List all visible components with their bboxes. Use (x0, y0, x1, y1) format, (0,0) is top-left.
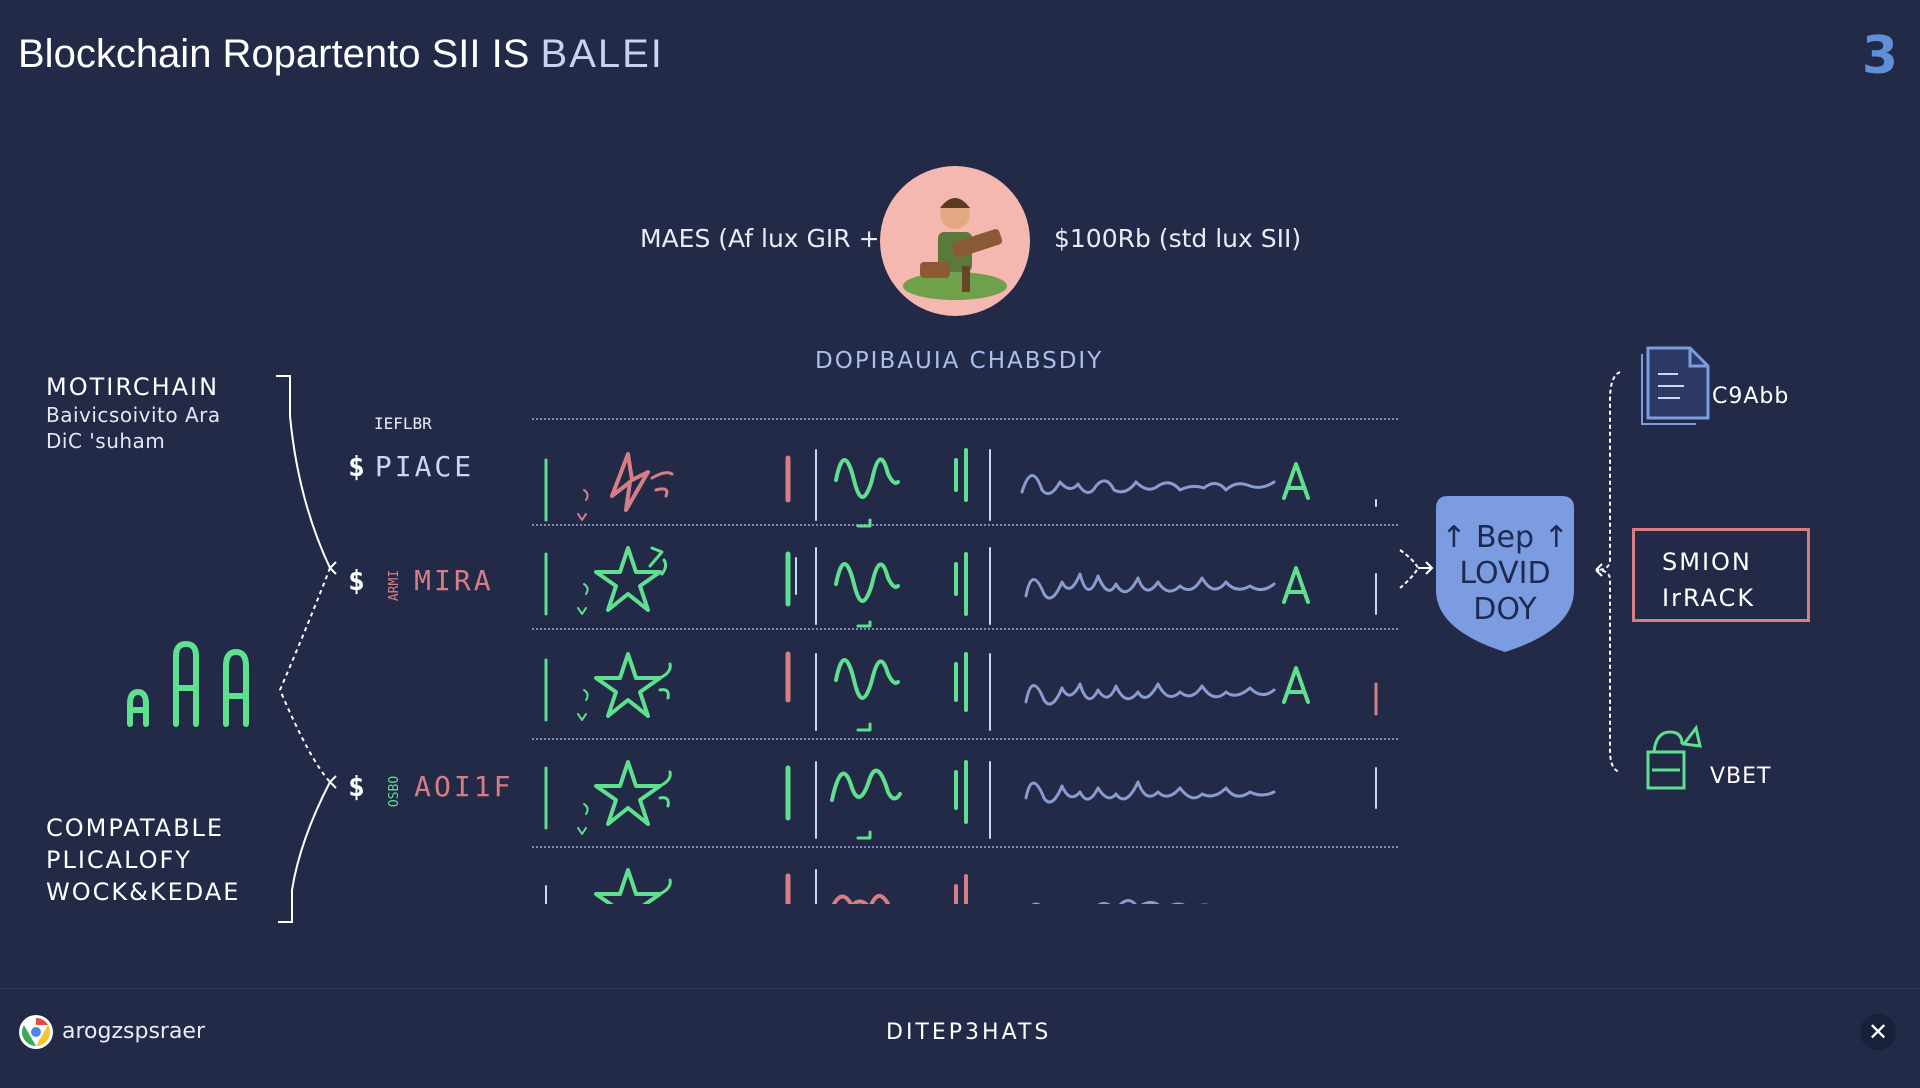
grid-divider (532, 628, 1398, 630)
vbet-label: VBET (1710, 764, 1772, 789)
track-text: SMION IrRACK (1662, 544, 1755, 616)
hub-shield-icon (1436, 496, 1574, 652)
row-name: AOI1F (414, 770, 514, 803)
title-main: Blockchain Ropartento SII IS (18, 32, 530, 76)
hub-line1: ↑ Bep ↑ (1441, 520, 1569, 555)
dollar-sign: $ (348, 770, 365, 803)
section-subheading: DOPIBAUIA CHABSDIY (815, 348, 1104, 374)
track-box (1632, 528, 1810, 622)
doc-label: C9Abb (1712, 384, 1790, 409)
dollar-sign: $ (348, 450, 365, 483)
top-right-label: $100Rb (std lux SII) (1054, 224, 1302, 253)
row-prelabel: IEFLBR (374, 414, 432, 433)
footer-divider (0, 988, 1920, 989)
grid-signals (544, 448, 1378, 904)
left-bottom-line3: WOCK&KEDAE (46, 878, 241, 906)
hub-text: ↑ Bep ↑ LOVID DOY (1434, 520, 1576, 628)
left-top-sub2: DiC 'suham (46, 429, 166, 453)
left-bracket-connector (276, 375, 337, 923)
signal-row-3 (544, 760, 1377, 840)
green-aaa-logo (127, 640, 249, 727)
hub-line3: DOY (1473, 592, 1537, 627)
row-stamp: ARMI (387, 569, 403, 602)
row-name: MIRA (414, 564, 494, 597)
grid-divider (532, 418, 1398, 420)
signal-row-4 (545, 868, 1209, 904)
grid-divider (532, 738, 1398, 740)
row-label-0: $ PIACE (348, 450, 474, 483)
track-line2: IrRACK (1662, 584, 1756, 612)
track-line1: SMION (1662, 548, 1752, 576)
hub-line2: LOVID (1459, 556, 1551, 591)
left-bottom-line2: PLICALOFY (46, 846, 192, 874)
left-top-title: MOTIRCHAIN (46, 373, 220, 401)
signal-row-2 (544, 651, 1378, 732)
row-label-1: $ ARMI MIRA (348, 564, 494, 601)
page-title: Blockchain Ropartento SII IS BALEI (18, 32, 664, 77)
hub-connector-left (1399, 549, 1434, 589)
signal-row-1 (544, 546, 1377, 628)
signal-grid (532, 418, 1398, 904)
row-label-3: $ OSBO AOI1F (348, 770, 514, 807)
footer-center-label: DITEP3HATS (886, 1020, 1052, 1045)
left-top-label: MOTIRCHAIN Baivicsoivito Ara DiC 'suham (46, 372, 221, 454)
farmer-avatar-icon (880, 166, 1030, 316)
dollar-sign: $ (348, 564, 365, 597)
vbet-icon (1646, 724, 1702, 790)
page-number: 3 (1861, 26, 1898, 86)
title-highlight: BALEI (540, 32, 664, 76)
row-name: PIACE (374, 450, 475, 483)
hub-line1-text: Bep (1475, 520, 1535, 555)
left-bottom-label: COMPATABLE PLICALOFY WOCK&KEDAE (46, 812, 240, 908)
row-stamp: OSBO (387, 775, 403, 808)
grid-divider (532, 524, 1398, 526)
grid-divider (532, 846, 1398, 848)
left-top-sub1: Baivicsoivito Ara (46, 403, 221, 427)
document-icon (1641, 346, 1710, 425)
left-bottom-line1: COMPATABLE (46, 814, 225, 842)
chrome-icon[interactable] (18, 1014, 54, 1050)
brand-name: arogzspsraer (62, 1019, 206, 1044)
right-bracket-connector (1595, 371, 1621, 773)
close-icon[interactable]: ✕ (1860, 1014, 1896, 1050)
top-left-label: MAES (Af lux GIR + (640, 224, 880, 253)
signal-row-0 (544, 448, 1377, 528)
